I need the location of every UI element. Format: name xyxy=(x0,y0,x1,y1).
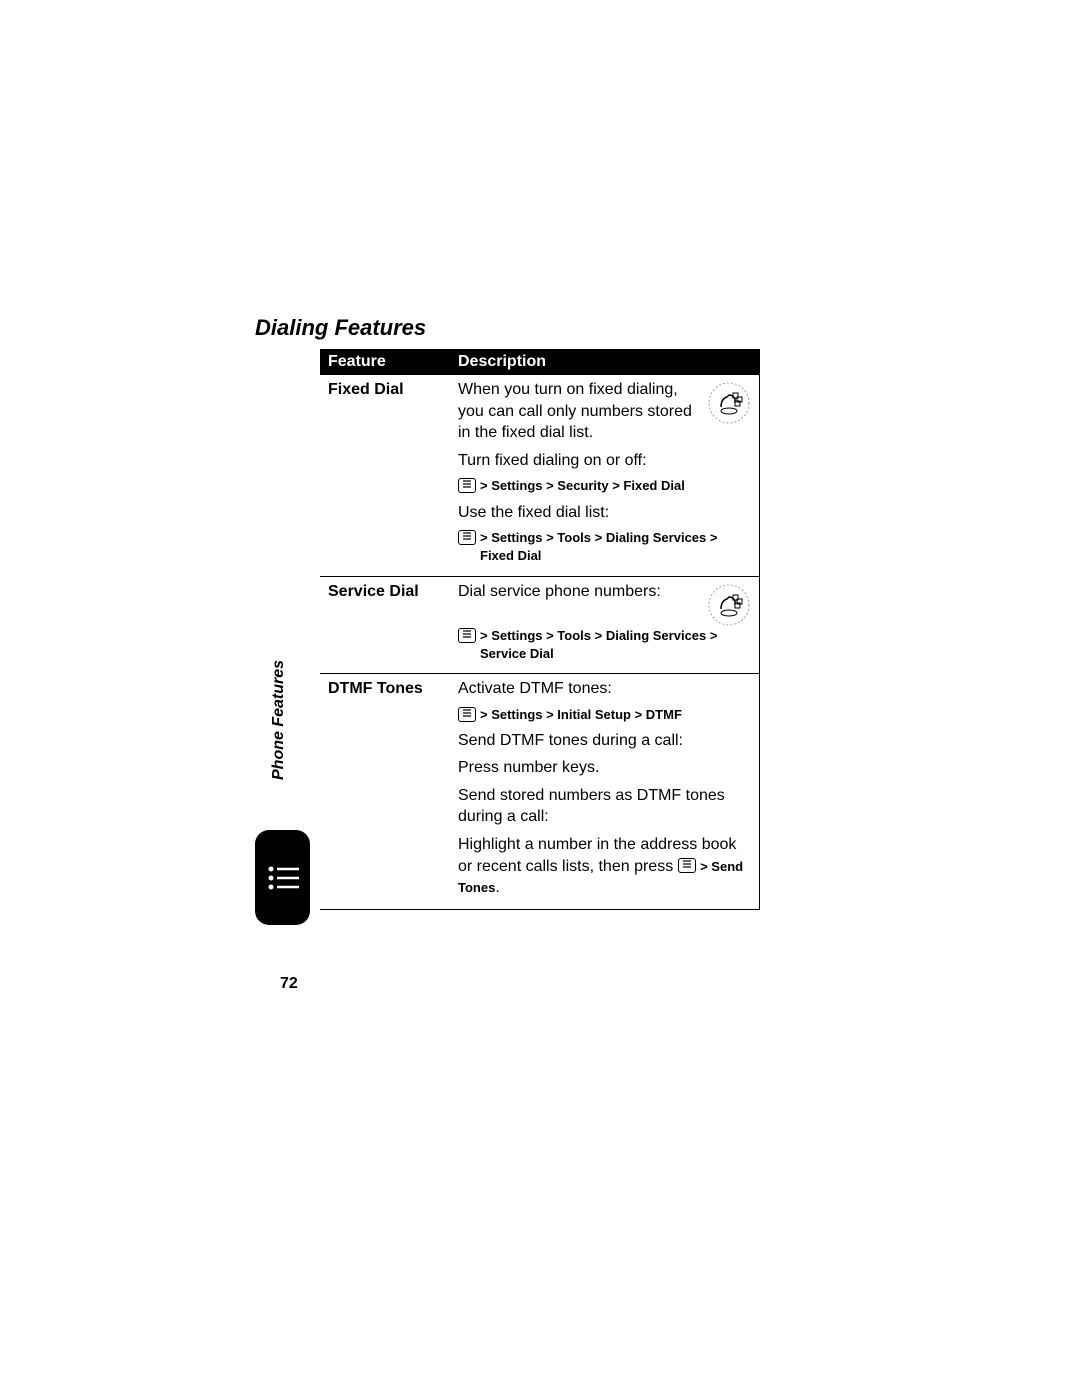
path-text: > Settings > Tools > Dialing Services > … xyxy=(480,529,751,565)
section-title: Dialing Features xyxy=(255,315,805,341)
menu-key-icon xyxy=(458,628,476,643)
desc-text: Highlight a number in the address book o… xyxy=(458,834,751,899)
table-row: DTMF Tones Activate DTMF tones: > Settin… xyxy=(320,673,760,909)
page-content: Dialing Features Feature Description Fix… xyxy=(255,315,805,910)
menu-path: > Settings > Tools > Dialing Services > … xyxy=(458,529,751,565)
sidebar-tab-icon xyxy=(255,830,310,925)
menu-key-icon xyxy=(458,707,476,722)
desc-text: Dial service phone numbers: xyxy=(458,581,701,603)
path-text: > Settings > Tools > Dialing Services > … xyxy=(480,627,751,663)
header-feature: Feature xyxy=(320,349,450,375)
desc-text: Send DTMF tones during a call: xyxy=(458,730,751,752)
desc-text-suffix: . xyxy=(495,879,499,896)
desc-text: Send stored numbers as DTMF tones during… xyxy=(458,785,751,828)
menu-key-icon xyxy=(458,530,476,545)
table-row: Fixed Dial When you turn on fixed dialin… xyxy=(320,375,760,576)
menu-key-icon xyxy=(458,478,476,493)
header-description: Description xyxy=(450,349,760,375)
menu-path: > Settings > Tools > Dialing Services > … xyxy=(458,627,751,663)
page-number: 72 xyxy=(280,975,298,993)
desc-text: Press number keys. xyxy=(458,757,751,779)
path-text: > Settings > Initial Setup > DTMF xyxy=(480,706,682,724)
network-dependent-icon xyxy=(707,583,751,627)
table-row: Service Dial Dial service phone numbers: xyxy=(320,576,760,673)
desc-text: When you turn on fixed dialing, you can … xyxy=(458,379,701,444)
menu-key-icon xyxy=(678,858,696,873)
desc-text: Use the fixed dial list: xyxy=(458,502,751,524)
menu-path: > Settings > Security > Fixed Dial xyxy=(458,477,751,495)
feature-table: Feature Description Fixed Dial When you … xyxy=(320,349,760,910)
desc-text: Activate DTMF tones: xyxy=(458,678,751,700)
network-dependent-icon xyxy=(707,381,751,425)
feature-description: Dial service phone numbers: xyxy=(450,576,760,673)
feature-description: Activate DTMF tones: > Settings > Initia… xyxy=(450,673,760,909)
path-text: > Settings > Security > Fixed Dial xyxy=(480,477,685,495)
sidebar-label: Phone Features xyxy=(270,660,288,780)
feature-name: Service Dial xyxy=(320,576,450,673)
menu-path: > Settings > Initial Setup > DTMF xyxy=(458,706,751,724)
feature-name: Fixed Dial xyxy=(320,375,450,576)
feature-name: DTMF Tones xyxy=(320,673,450,909)
desc-text: Turn fixed dialing on or off: xyxy=(458,450,751,472)
feature-description: When you turn on fixed dialing, you can … xyxy=(450,375,760,576)
